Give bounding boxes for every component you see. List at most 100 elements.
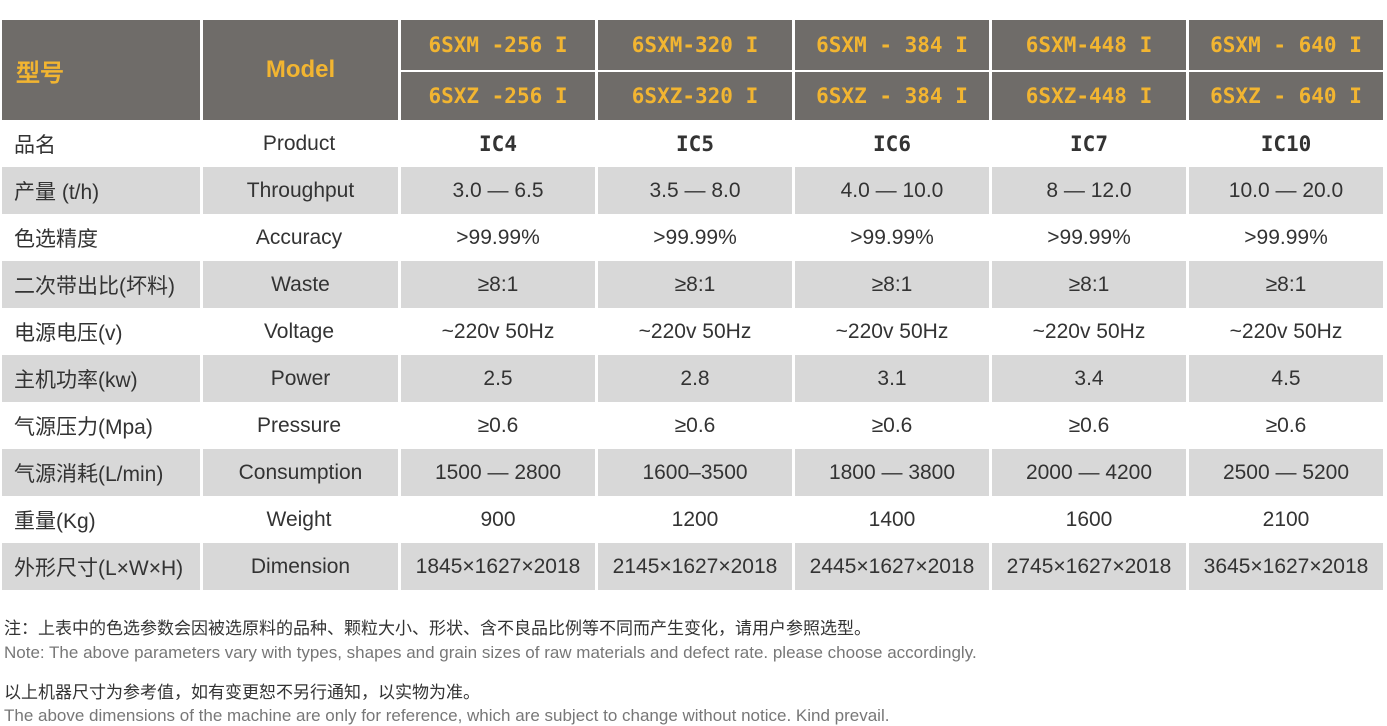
table-cell: ~220v 50Hz xyxy=(1186,308,1383,355)
table-cell: 3.4 xyxy=(989,355,1186,402)
header-model-top: 6SXM -256 I xyxy=(398,20,595,70)
table-cell: IC6 xyxy=(792,120,989,167)
table-cell: 2145×1627×2018 xyxy=(595,543,792,590)
table-cell: 3.0 — 6.5 xyxy=(398,167,595,214)
table-cell: 2745×1627×2018 xyxy=(989,543,1186,590)
table-cell: 4.5 xyxy=(1186,355,1383,402)
table-cell: 1800 — 3800 xyxy=(792,449,989,496)
note-cn-dimensions: 以上机器尺寸为参考值，如有变更恕不另行通知，以实物为准。 xyxy=(4,683,480,702)
table-cell: 10.0 — 20.0 xyxy=(1186,167,1383,214)
table-cell: 1845×1627×2018 xyxy=(398,543,595,590)
table-cell: 3.1 xyxy=(792,355,989,402)
table-cell: ≥8:1 xyxy=(792,261,989,308)
table-cell: IC5 xyxy=(595,120,792,167)
table-cell: ~220v 50Hz xyxy=(398,308,595,355)
table-cell: 1600–3500 xyxy=(595,449,792,496)
row-label-en: Weight xyxy=(200,496,398,543)
row-label-en: Throughput xyxy=(200,167,398,214)
row-label-cn: 色选精度 xyxy=(2,214,200,261)
table-cell: 2.5 xyxy=(398,355,595,402)
table-cell: 1400 xyxy=(792,496,989,543)
row-label-en: Accuracy xyxy=(200,214,398,261)
table-row: 气源消耗(L/min) Consumption 1500 — 2800 1600… xyxy=(2,449,1385,496)
header-type-label: 型号 xyxy=(2,20,200,120)
table-row: 气源压力(Mpa) Pressure ≥0.6 ≥0.6 ≥0.6 ≥0.6 ≥… xyxy=(2,402,1385,449)
table-cell: ~220v 50Hz xyxy=(989,308,1186,355)
header-model-bottom: 6SXZ - 640 I xyxy=(1186,72,1383,120)
table-row: 外形尺寸(L×W×H) Dimension 1845×1627×2018 214… xyxy=(2,543,1385,590)
table-cell: 1500 — 2800 xyxy=(398,449,595,496)
row-label-cn: 电源电压(v) xyxy=(2,308,200,355)
row-label-en: Power xyxy=(200,355,398,402)
row-label-cn: 品名 xyxy=(2,120,200,167)
row-label-cn: 外形尺寸(L×W×H) xyxy=(2,543,200,590)
spec-table: 型号 Model 6SXM -256 I 6SXM-320 I 6SXM - 3… xyxy=(2,20,1385,590)
table-cell: 1200 xyxy=(595,496,792,543)
table-header: 型号 Model 6SXM -256 I 6SXM-320 I 6SXM - 3… xyxy=(2,20,1385,120)
row-label-en: Voltage xyxy=(200,308,398,355)
header-models-top-row: 6SXM -256 I 6SXM-320 I 6SXM - 384 I 6SXM… xyxy=(398,20,1383,70)
table-cell: >99.99% xyxy=(989,214,1186,261)
note-cn-parameters: 注：上表中的色选参数会因被选原料的品种、颗粒大小、形状、含不良品比例等不同而产生… xyxy=(4,619,871,638)
table-cell: 900 xyxy=(398,496,595,543)
table-cell: >99.99% xyxy=(595,214,792,261)
table-row: 产量 (t/h) Throughput 3.0 — 6.5 3.5 — 8.0 … xyxy=(2,167,1385,214)
header-model-bottom: 6SXZ -256 I xyxy=(398,72,595,120)
header-model-bottom: 6SXZ-448 I xyxy=(989,72,1186,120)
row-label-en: Product xyxy=(200,120,398,167)
header-model-label: Model xyxy=(200,20,398,120)
table-cell: 4.0 — 10.0 xyxy=(792,167,989,214)
row-label-cn: 气源压力(Mpa) xyxy=(2,402,200,449)
header-model-top: 6SXM-320 I xyxy=(595,20,792,70)
table-cell: ≥0.6 xyxy=(989,402,1186,449)
table-cell: ~220v 50Hz xyxy=(792,308,989,355)
table-cell: ~220v 50Hz xyxy=(595,308,792,355)
row-label-cn: 重量(Kg) xyxy=(2,496,200,543)
table-cell: 1600 xyxy=(989,496,1186,543)
table-row: 品名 Product IC4 IC5 IC6 IC7 IC10 xyxy=(2,120,1385,167)
row-label-cn: 产量 (t/h) xyxy=(2,167,200,214)
note-en-parameters: Note: The above parameters vary with typ… xyxy=(4,643,977,662)
table-cell: ≥0.6 xyxy=(1186,402,1383,449)
table-cell: ≥0.6 xyxy=(398,402,595,449)
table-cell: ≥8:1 xyxy=(1186,261,1383,308)
table-row: 电源电压(v) Voltage ~220v 50Hz ~220v 50Hz ~2… xyxy=(2,308,1385,355)
table-row: 二次带出比(坏料) Waste ≥8:1 ≥8:1 ≥8:1 ≥8:1 ≥8:1 xyxy=(2,261,1385,308)
row-label-en: Waste xyxy=(200,261,398,308)
table-row: 主机功率(kw) Power 2.5 2.8 3.1 3.4 4.5 xyxy=(2,355,1385,402)
table-cell: ≥0.6 xyxy=(792,402,989,449)
table-cell: 3.5 — 8.0 xyxy=(595,167,792,214)
table-cell: ≥0.6 xyxy=(595,402,792,449)
row-label-cn: 气源消耗(L/min) xyxy=(2,449,200,496)
table-cell: >99.99% xyxy=(1186,214,1383,261)
table-cell: >99.99% xyxy=(792,214,989,261)
header-model-top: 6SXM - 384 I xyxy=(792,20,989,70)
table-cell: IC4 xyxy=(398,120,595,167)
table-row: 色选精度 Accuracy >99.99% >99.99% >99.99% >9… xyxy=(2,214,1385,261)
row-label-cn: 二次带出比(坏料) xyxy=(2,261,200,308)
table-cell: >99.99% xyxy=(398,214,595,261)
header-model-top: 6SXM-448 I xyxy=(989,20,1186,70)
table-cell: ≥8:1 xyxy=(989,261,1186,308)
table-cell: IC10 xyxy=(1186,120,1383,167)
row-label-en: Dimension xyxy=(200,543,398,590)
table-cell: ≥8:1 xyxy=(398,261,595,308)
table-cell: 2.8 xyxy=(595,355,792,402)
row-label-en: Pressure xyxy=(200,402,398,449)
header-models-bottom-row: 6SXZ -256 I 6SXZ-320 I 6SXZ - 384 I 6SXZ… xyxy=(398,70,1383,120)
table-cell: 3645×1627×2018 xyxy=(1186,543,1383,590)
header-model-bottom: 6SXZ-320 I xyxy=(595,72,792,120)
header-model-bottom: 6SXZ - 384 I xyxy=(792,72,989,120)
row-label-cn: 主机功率(kw) xyxy=(2,355,200,402)
header-model-top: 6SXM - 640 I xyxy=(1186,20,1383,70)
header-models: 6SXM -256 I 6SXM-320 I 6SXM - 384 I 6SXM… xyxy=(398,20,1383,120)
table-cell: 2445×1627×2018 xyxy=(792,543,989,590)
table-cell: ≥8:1 xyxy=(595,261,792,308)
table-row: 重量(Kg) Weight 900 1200 1400 1600 2100 xyxy=(2,496,1385,543)
note-en-dimensions: The above dimensions of the machine are … xyxy=(4,706,890,725)
table-cell: 2000 — 4200 xyxy=(989,449,1186,496)
table-cell: 2100 xyxy=(1186,496,1383,543)
table-cell: IC7 xyxy=(989,120,1186,167)
table-cell: 2500 — 5200 xyxy=(1186,449,1383,496)
table-cell: 8 — 12.0 xyxy=(989,167,1186,214)
